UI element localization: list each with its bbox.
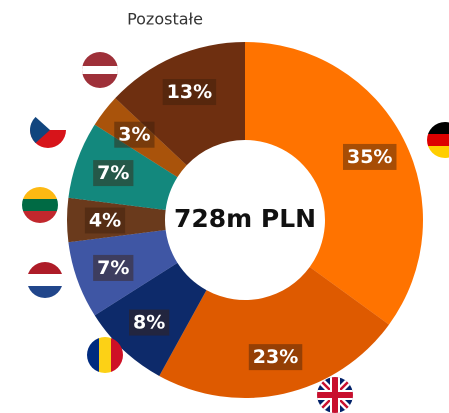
value-label: 13% bbox=[167, 81, 212, 103]
flag-germany bbox=[427, 122, 449, 158]
value-label-bg bbox=[248, 344, 303, 371]
value-label-bg bbox=[84, 207, 126, 234]
flag-czech bbox=[30, 112, 66, 148]
value-label: 4% bbox=[89, 210, 121, 232]
flag-latvia bbox=[82, 52, 118, 88]
flag-uk bbox=[317, 377, 353, 413]
center-label: 728m PLN bbox=[174, 204, 316, 233]
value-label-bg bbox=[342, 143, 397, 170]
value-label-bg bbox=[114, 121, 155, 148]
donut-segment bbox=[94, 98, 187, 178]
donut-segment bbox=[68, 230, 178, 316]
value-label: 7% bbox=[97, 257, 129, 279]
donut-segment bbox=[94, 262, 207, 376]
value-label: 7% bbox=[97, 162, 129, 184]
donut-segment bbox=[159, 267, 390, 398]
donut-segment bbox=[115, 42, 245, 166]
value-label: 35% bbox=[347, 146, 392, 168]
value-label: 3% bbox=[118, 124, 150, 146]
flag-lithuania bbox=[22, 187, 58, 223]
donut-segment bbox=[66, 197, 166, 243]
value-label-bg bbox=[93, 254, 134, 281]
segments bbox=[66, 42, 423, 398]
flag-netherlands bbox=[27, 262, 63, 298]
category-label: Pozostałe bbox=[127, 10, 203, 29]
donut-segment bbox=[68, 124, 178, 210]
value-label-bg bbox=[93, 160, 134, 187]
flag-romania bbox=[87, 337, 123, 373]
value-label: 8% bbox=[133, 312, 165, 334]
value-label: 23% bbox=[253, 346, 298, 368]
donut-segment bbox=[245, 42, 423, 325]
value-label-bg bbox=[129, 309, 170, 336]
value-label-bg bbox=[162, 79, 217, 106]
